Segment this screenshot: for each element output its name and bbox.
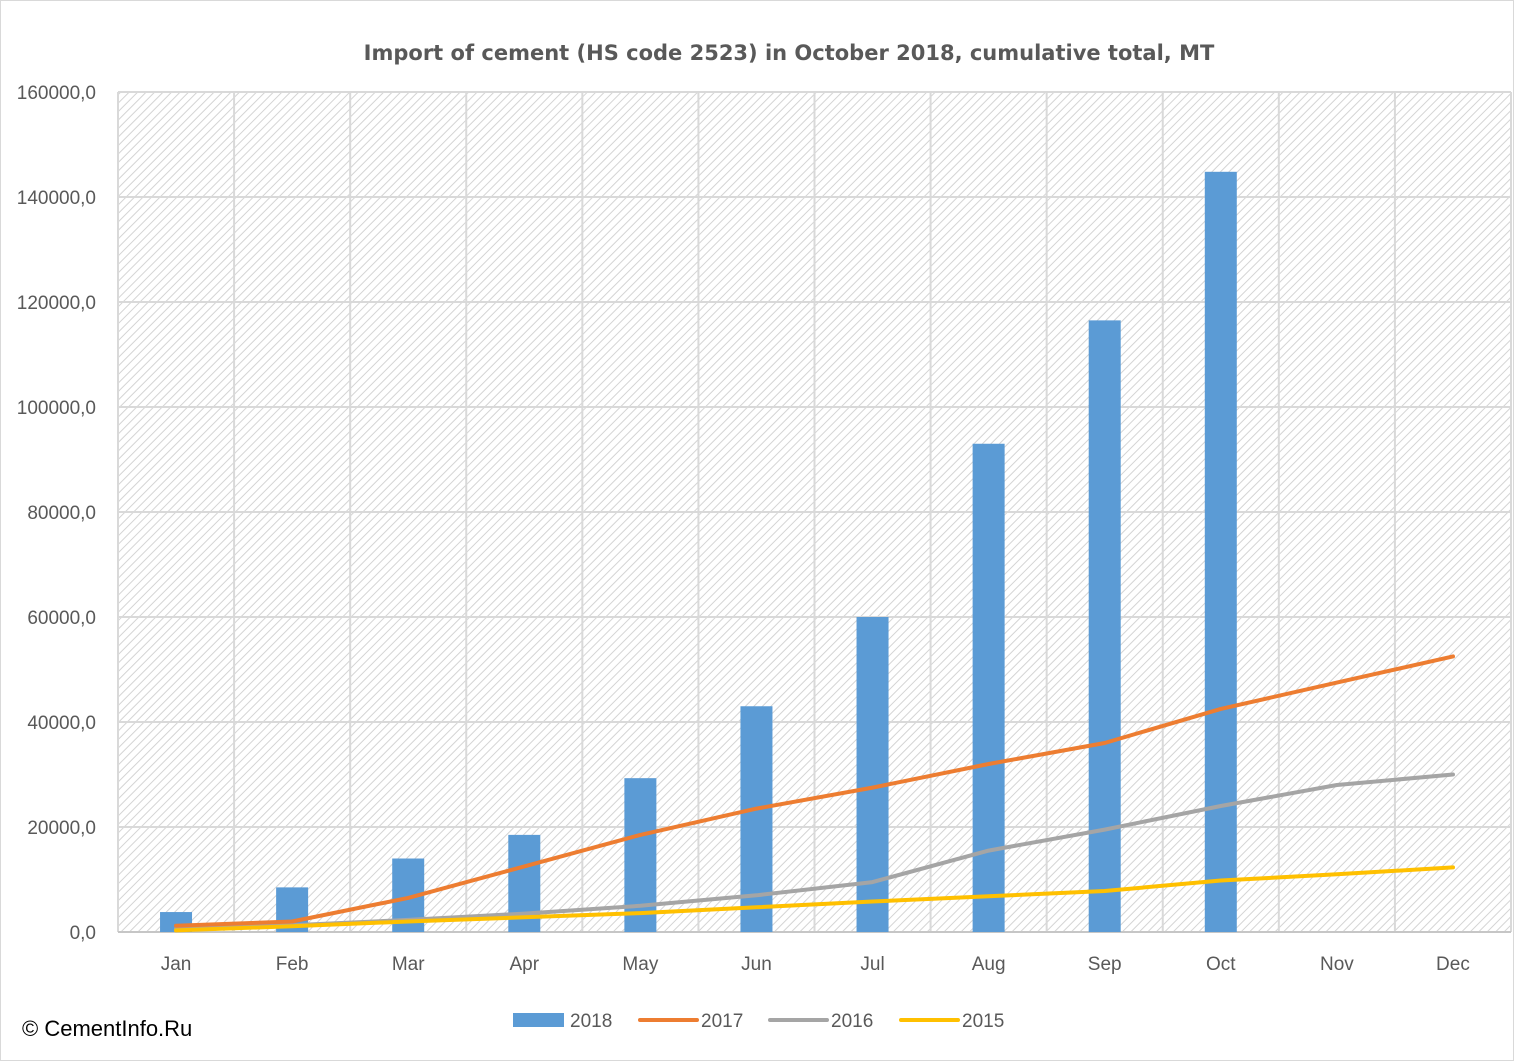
- x-tick-label: Aug: [972, 954, 1006, 975]
- legend-label-2015: 2015: [962, 1011, 1004, 1032]
- legend-item-2017: 2017: [638, 1011, 743, 1032]
- legend-label-2016: 2016: [831, 1011, 873, 1032]
- line-2017: [174, 654, 1455, 928]
- grid-lines: [117, 91, 1512, 933]
- legend-item-2018: 2018: [513, 1011, 612, 1032]
- y-axis-ticks: 0,0 20000,0 40000,0 60000,0 80000,0 100000,0 1…: [17, 83, 96, 944]
- x-tick-label: Sep: [1088, 954, 1122, 975]
- y-tick-label: 40000,0: [27, 713, 96, 734]
- x-tick-label: Jul: [860, 954, 884, 975]
- x-tick-label: Nov: [1320, 954, 1354, 975]
- y-tick-label: 80000,0: [27, 503, 96, 524]
- x-tick-label: Apr: [510, 954, 540, 975]
- x-axis-ticks: Jan Feb Mar Apr May Jun Jul Aug Sep Oct Nov Dec: [161, 954, 1470, 975]
- bar-2018-aug: [972, 443, 1005, 932]
- legend-label-2018: 2018: [570, 1011, 612, 1032]
- legend-swatch-2018: [513, 1013, 564, 1027]
- legend-item-2016: 2016: [768, 1011, 873, 1032]
- y-tick-label: 0,0: [70, 923, 96, 944]
- y-tick-label: 60000,0: [27, 608, 96, 629]
- legend-item-2015: 2015: [899, 1011, 1004, 1032]
- credit-text: © CementInfo.Ru: [22, 1016, 192, 1041]
- y-tick-label: 120000,0: [17, 293, 96, 314]
- y-tick-label: 140000,0: [17, 188, 96, 209]
- x-tick-label: May: [622, 954, 658, 975]
- line-2015: [174, 865, 1455, 933]
- x-tick-label: Feb: [276, 954, 309, 975]
- x-tick-label: Oct: [1206, 954, 1236, 975]
- x-tick-label: Jan: [161, 954, 192, 975]
- x-tick-label: Dec: [1436, 954, 1470, 975]
- y-tick-label: 160000,0: [17, 83, 96, 104]
- bar-2018-oct: [1204, 171, 1237, 933]
- legend: 2018 2017 2016 2015: [513, 1011, 1004, 1032]
- bar-2018-sep: [1088, 320, 1121, 932]
- y-tick-label: 20000,0: [27, 818, 96, 839]
- chart-title: Import of cement (HS code 2523) in Octob…: [364, 41, 1215, 65]
- series-lines: [174, 654, 1455, 933]
- bar-2018-may: [624, 778, 657, 932]
- x-tick-label: Jun: [741, 954, 772, 975]
- legend-label-2017: 2017: [701, 1011, 743, 1032]
- y-tick-label: 100000,0: [17, 398, 96, 419]
- x-tick-label: Mar: [392, 954, 425, 975]
